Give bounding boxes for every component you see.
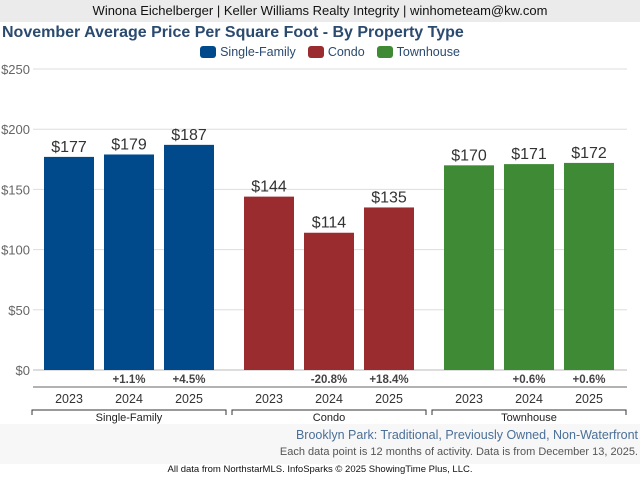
y-tick-label: $150	[1, 182, 30, 197]
change-label: +18.4%	[369, 374, 408, 386]
group-bracket	[231, 409, 427, 415]
change-label: +0.6%	[573, 374, 606, 386]
group-label: Townhouse	[501, 412, 557, 424]
data-label: $187	[171, 127, 207, 144]
legend-label: Townhouse	[396, 45, 460, 59]
x-tick-label: 2025	[375, 392, 403, 406]
bar-condo-2025	[364, 207, 414, 370]
bar-townhouse-2023	[444, 165, 494, 370]
x-tick-label: 2025	[175, 392, 203, 406]
legend-label: Condo	[327, 45, 365, 59]
data-label: $179	[111, 136, 147, 153]
x-tick-label: 2023	[255, 392, 283, 406]
change-label: +1.1%	[113, 374, 146, 386]
legend: Single-Family Condo Townhouse	[0, 45, 640, 59]
x-tick-label: 2024	[315, 392, 343, 406]
x-tick-label: 2024	[115, 392, 143, 406]
y-tick-label: $100	[1, 243, 30, 258]
x-tick-label: 2024	[515, 392, 543, 406]
data-label: $135	[371, 189, 407, 206]
bar-single-family-2025	[164, 144, 214, 370]
bar-townhouse-2024	[504, 164, 554, 370]
chart-title: November Average Price Per Square Foot -…	[2, 24, 464, 41]
bar-condo-2024	[304, 232, 354, 370]
legend-item-townhouse[interactable]: Townhouse	[376, 45, 460, 59]
y-tick-label: $0	[16, 363, 30, 378]
data-label: $144	[251, 179, 287, 196]
bar-townhouse-2025	[564, 162, 614, 370]
y-tick-label: $50	[8, 303, 30, 318]
x-tick-label: 2025	[575, 392, 603, 406]
change-label: +4.5%	[173, 374, 206, 386]
group-bracket	[431, 409, 627, 415]
bar-single-family-2023	[44, 156, 94, 370]
group-label: Condo	[313, 412, 345, 424]
chart-subtitle: Brooklyn Park: Traditional, Previously O…	[295, 428, 638, 442]
agent-header: Winona Eichelberger | Keller Williams Re…	[0, 0, 640, 22]
legend-item-condo[interactable]: Condo	[307, 45, 365, 59]
group-bracket	[31, 409, 227, 415]
y-tick-label: $200	[1, 122, 30, 137]
x-tick-label: 2023	[55, 392, 83, 406]
bar-single-family-2024	[104, 154, 154, 370]
data-label: $171	[511, 146, 547, 163]
change-label: +0.6%	[513, 374, 546, 386]
bar-condo-2023	[244, 196, 294, 370]
legend-swatch	[200, 46, 217, 58]
data-label: $172	[571, 145, 607, 162]
y-tick-label: $250	[1, 62, 30, 77]
data-label: $170	[451, 147, 487, 164]
group-label: Single-Family	[96, 412, 163, 424]
legend-swatch	[376, 46, 393, 58]
change-label: -20.8%	[311, 374, 347, 386]
footer-credit: All data from NorthstarMLS. InfoSparks ©…	[167, 464, 473, 475]
legend-item-single-family[interactable]: Single-Family	[200, 45, 296, 59]
data-note: Each data point is 12 months of activity…	[279, 446, 638, 458]
bar-chart: $0 $50 $100 $150 $200 $250 $177 2023 $179 +1.1% 20…	[1, 62, 627, 424]
x-tick-label: 2023	[455, 392, 483, 406]
legend-label: Single-Family	[220, 45, 296, 59]
legend-swatch	[307, 46, 324, 58]
data-label: $114	[312, 215, 347, 232]
footer-background	[0, 424, 640, 464]
data-label: $177	[51, 139, 87, 156]
